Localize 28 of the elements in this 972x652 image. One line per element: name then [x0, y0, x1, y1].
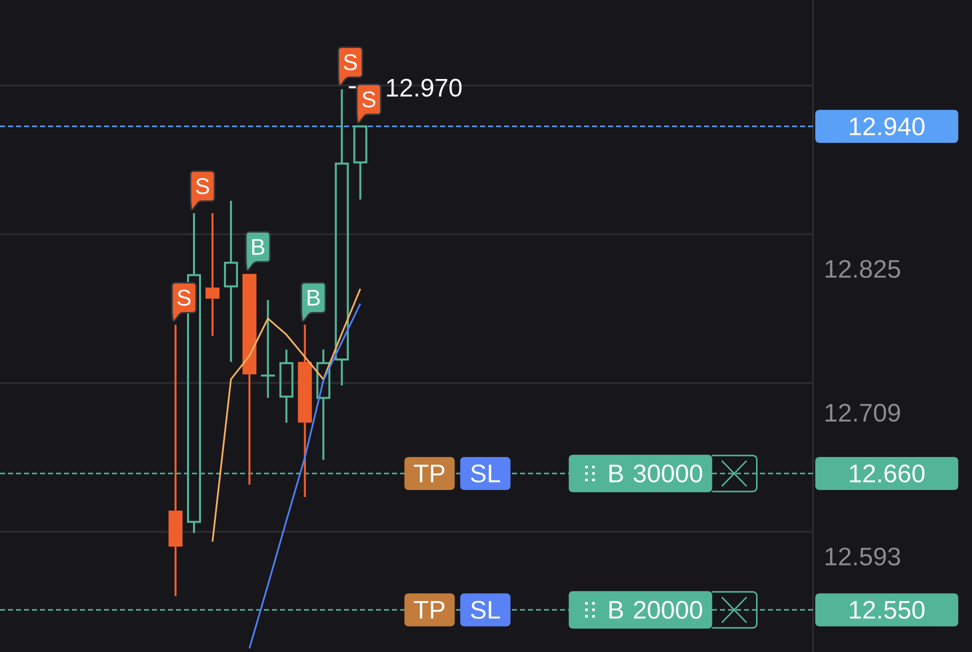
candlestick: [168, 324, 183, 598]
annotation: B: [252, 239, 264, 255]
candlestick: [279, 348, 294, 424]
candlestick: [353, 125, 368, 201]
candlestick: [242, 274, 256, 486]
candlestick: [316, 348, 330, 461]
candlestick: [298, 324, 312, 498]
annotation: S: [344, 54, 357, 70]
annotation: SL: [471, 464, 500, 482]
y-tick-label: 12.825: [826, 260, 900, 278]
annotation: B 20000: [609, 600, 702, 619]
annotation: TP: [414, 601, 444, 619]
annotation: S: [196, 178, 210, 194]
ref-line-label: 12.660: [850, 464, 924, 482]
line-series: [212, 288, 362, 543]
annotation: B: [308, 290, 320, 306]
ref-line-label: 12.940: [850, 117, 924, 136]
annotation: B 30000: [609, 464, 702, 482]
y-tick-label: 12.709: [826, 404, 900, 422]
candlestick: [205, 212, 220, 337]
annotation: TP: [414, 464, 444, 482]
candlestick: [224, 200, 238, 363]
annotation: S: [362, 91, 376, 108]
annotation: 12.970: [387, 78, 462, 97]
annotation: SL: [471, 600, 500, 619]
annotation: S: [178, 290, 191, 306]
ref-line-label: 12.550: [850, 600, 924, 619]
y-tick-label: 12.593: [826, 548, 900, 566]
